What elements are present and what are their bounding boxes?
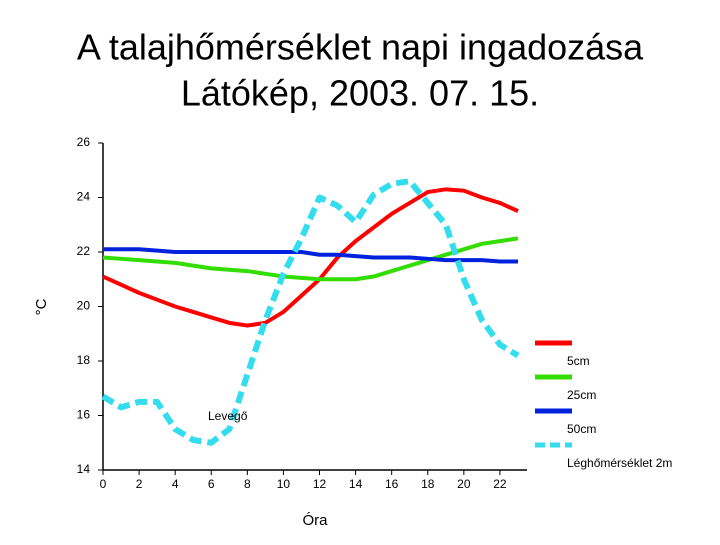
x-tick-label: 0	[100, 477, 107, 491]
y-tick-label: 24	[77, 190, 91, 204]
x-tick-label: 18	[421, 477, 435, 491]
legend-label: 50cm	[567, 422, 596, 436]
y-axis-label: °C	[33, 298, 50, 315]
x-tick-label: 12	[313, 477, 327, 491]
x-axis-label: Óra	[302, 512, 328, 529]
chart-subtitle: Látókép, 2003. 07. 15.	[181, 73, 539, 114]
x-tick-label: 8	[244, 477, 251, 491]
series-line	[101, 178, 520, 446]
y-tick-label: 16	[77, 408, 91, 422]
x-tick-label: 16	[385, 477, 399, 491]
x-tick-label: 6	[208, 477, 215, 491]
y-tick-label: 26	[77, 135, 91, 149]
chart-title: A talajhőmérséklet napi ingadozása	[77, 27, 644, 68]
y-tick-label: 20	[77, 299, 91, 313]
series-line	[103, 247, 518, 264]
x-tick-label: 20	[457, 477, 471, 491]
x-tick-label: 14	[349, 477, 363, 491]
x-tick-label: 4	[172, 477, 179, 491]
x-tick-label: 22	[493, 477, 507, 491]
series-line	[102, 236, 519, 282]
legend-label: Léghőmérséklet 2m	[567, 456, 672, 470]
annotation: Levegő	[208, 409, 248, 423]
x-tick-label: 2	[136, 477, 143, 491]
y-tick-label: 14	[77, 462, 91, 476]
series-line	[102, 187, 519, 328]
legend-label: 5cm	[567, 354, 590, 368]
y-tick-label: 22	[77, 244, 91, 258]
y-tick-label: 18	[77, 353, 91, 367]
x-tick-label: 10	[277, 477, 291, 491]
legend-label: 25cm	[567, 388, 596, 402]
